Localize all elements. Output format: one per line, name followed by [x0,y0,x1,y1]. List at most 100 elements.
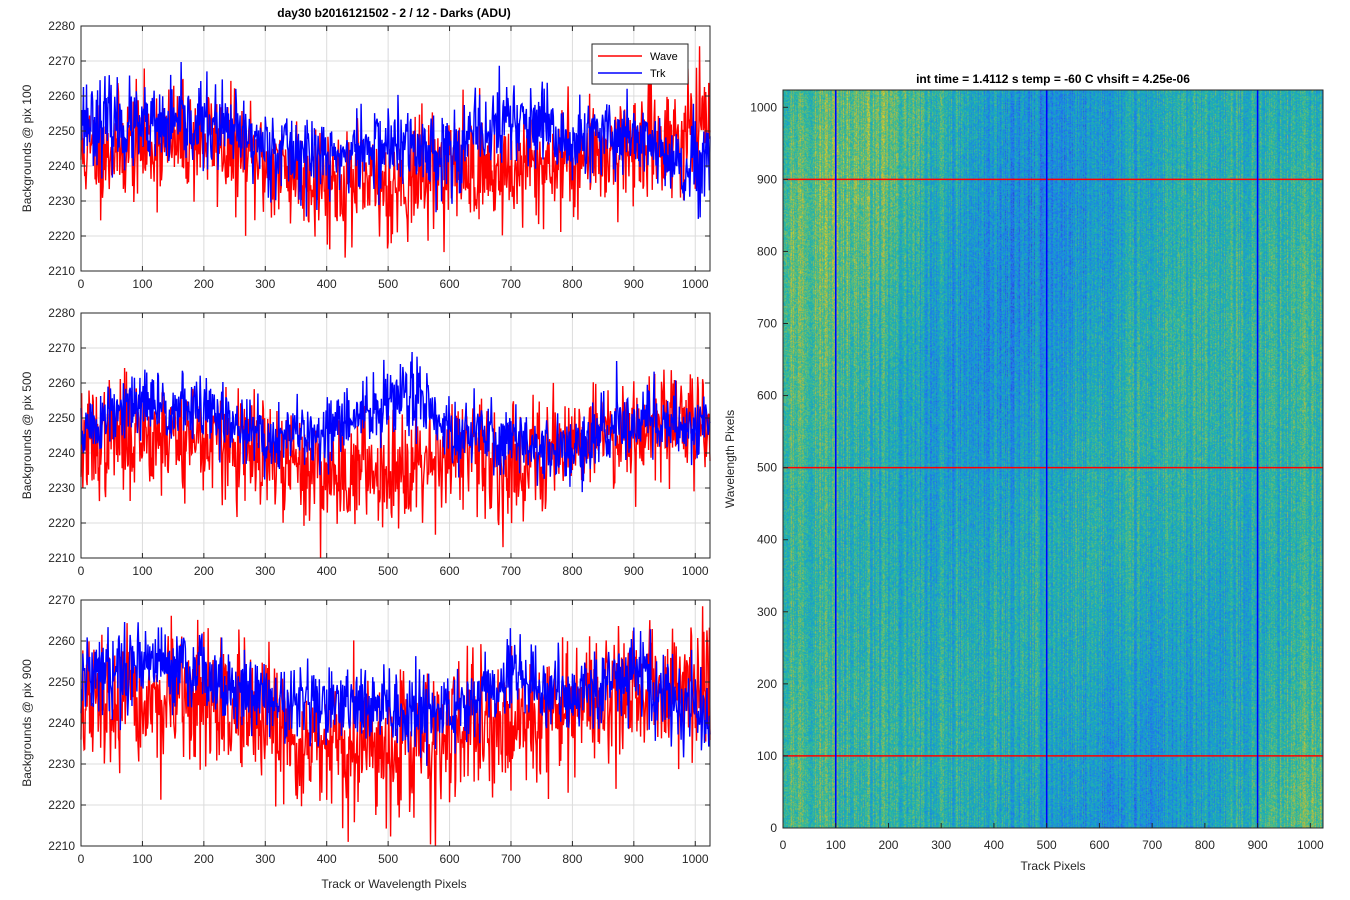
heatmap-axes-box [782,89,1324,829]
x-tick-label: 300 [255,852,275,866]
x-tick-label: 200 [878,838,898,852]
series-line-wave [80,368,711,559]
x-tick-label: 400 [317,852,337,866]
y-tick-label: 2270 [48,341,75,355]
figure-title: day30 b2016121502 - 2 / 12 - Darks (ADU) [277,6,510,20]
y-tick-label: 500 [757,461,777,475]
x-tick-label: 100 [132,852,152,866]
x-tick-label: 800 [562,277,582,291]
x-tick-label: 900 [624,564,644,578]
x-tick-label: 500 [378,564,398,578]
legend-entry: Wave [650,51,678,63]
x-tick-label: 200 [194,564,214,578]
y-tick-label: 1000 [750,100,777,114]
line-panel-3: 0 100 200 300 400 500 600 700 800 900 1000 2210 2220… [20,593,711,866]
x-tick-label: 1000 [682,852,709,866]
y-axis-label: Backgrounds @ pix 100 [20,84,34,212]
legend-box [591,43,689,85]
x-tick-label: 700 [1142,838,1162,852]
x-tick-label: 0 [78,852,85,866]
y-tick-label: 2240 [48,446,75,460]
y-tick-label: 2280 [48,306,75,320]
y-tick-label: 2240 [48,159,75,173]
y-tick-label: 2270 [48,54,75,68]
x-tick-label: 600 [440,852,460,866]
x-tick-label: 800 [1195,838,1215,852]
axes-box [80,312,711,559]
y-tick-label: 2220 [48,798,75,812]
x-tick-label: 700 [501,564,521,578]
y-tick-label: 2230 [48,757,75,771]
x-tick-label: 1000 [1297,838,1324,852]
y-tick-label: 2210 [48,551,75,565]
x-tick-label: 700 [501,852,521,866]
y-axis-label: Backgrounds @ pix 900 [20,659,34,787]
axes-box [80,25,711,272]
heatmap-image [783,90,1323,828]
series-line-trk [80,61,711,219]
x-tick-label: 300 [931,838,951,852]
x-tick-label: 800 [562,852,582,866]
y-tick-label: 2270 [48,593,75,607]
y-tick-label: 2260 [48,89,75,103]
series-line-trk [80,622,711,766]
y-tick-label: 2250 [48,411,75,425]
x-tick-label: 100 [132,564,152,578]
y-axis-label: Backgrounds @ pix 500 [20,371,34,499]
x-tick-label: 900 [624,852,644,866]
x-tick-label: 200 [194,277,214,291]
legend: Wave Trk [591,43,689,85]
y-tick-label: 200 [757,677,777,691]
x-tick-label: 200 [194,852,214,866]
x-tick-label: 800 [562,564,582,578]
y-tick-label: 0 [770,821,777,835]
shared-x-axis-label: Track or Wavelength Pixels [321,877,466,891]
heatmap-panel: 0 100 200 300 400 500 600 700 800 900 1000 0 100 200 3… [723,72,1324,873]
y-tick-label: 2230 [48,481,75,495]
y-tick-label: 2240 [48,716,75,730]
y-tick-label: 800 [757,244,777,258]
y-tick-label: 2260 [48,634,75,648]
heatmap-title: int time = 1.4112 s temp = -60 C vhsift … [916,72,1190,86]
y-tick-label: 100 [757,749,777,763]
series-line-wave [80,46,711,258]
x-tick-label: 700 [501,277,521,291]
y-tick-label: 2250 [48,124,75,138]
y-tick-label: 2280 [48,19,75,33]
y-tick-label: 300 [757,605,777,619]
x-tick-label: 500 [378,852,398,866]
y-tick-label: 700 [757,317,777,331]
y-tick-label: 2210 [48,839,75,853]
y-tick-label: 2250 [48,675,75,689]
x-tick-label: 100 [132,277,152,291]
y-tick-label: 2260 [48,376,75,390]
x-axis-label: Track Pixels [1021,859,1086,873]
x-tick-label: 400 [317,564,337,578]
x-tick-label: 0 [780,838,787,852]
x-tick-label: 100 [826,838,846,852]
y-tick-label: 600 [757,389,777,403]
y-tick-label: 2220 [48,229,75,243]
y-tick-label: 2230 [48,194,75,208]
x-tick-label: 600 [440,564,460,578]
y-tick-label: 900 [757,172,777,186]
x-tick-label: 500 [378,277,398,291]
x-tick-label: 400 [984,838,1004,852]
x-tick-label: 0 [78,564,85,578]
y-tick-label: 2210 [48,264,75,278]
x-tick-label: 300 [255,564,275,578]
y-axis-label: Wavelength Pixels [723,410,737,508]
y-tick-label: 400 [757,533,777,547]
x-tick-label: 600 [440,277,460,291]
x-tick-label: 1000 [682,277,709,291]
legend-entry: Trk [650,68,666,80]
x-tick-label: 0 [78,277,85,291]
series-line-trk [80,351,711,493]
line-panel-2: 0 100 200 300 400 500 600 700 800 900 1000 2210 2220… [20,306,711,578]
x-tick-label: 500 [1037,838,1057,852]
x-tick-label: 1000 [682,564,709,578]
x-tick-label: 900 [1248,838,1268,852]
line-panel-1: 0 100 200 300 400 500 600 700 800 900 1000 2210 2220… [20,19,711,291]
